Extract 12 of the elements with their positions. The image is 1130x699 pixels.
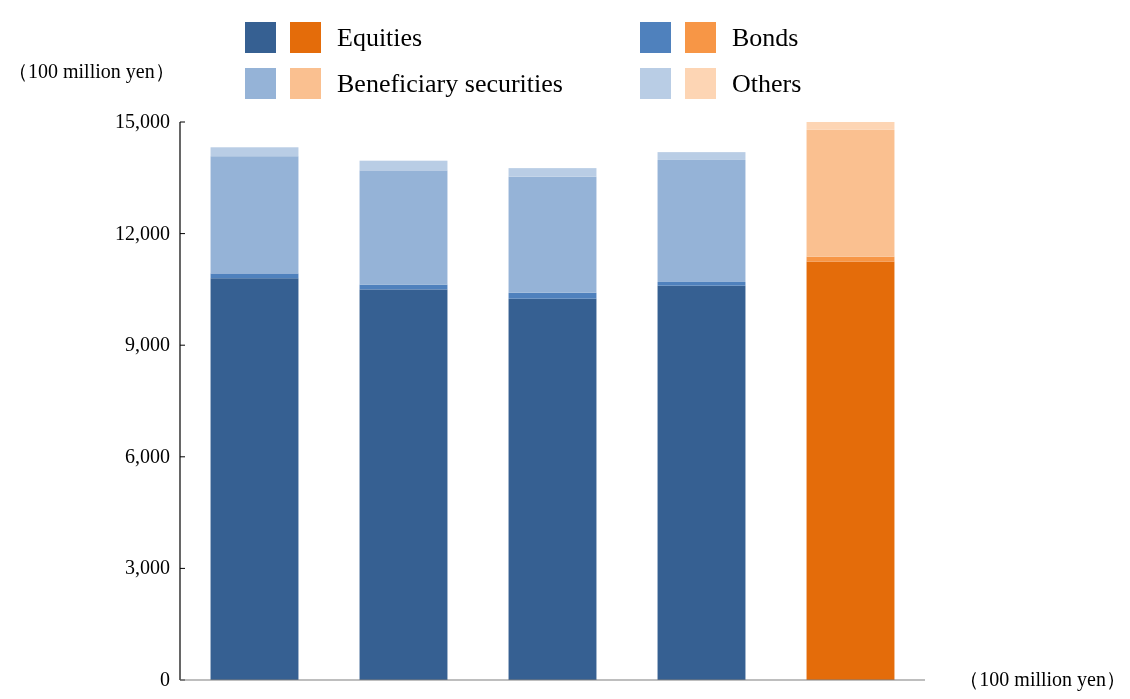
legend-label: Others: [732, 69, 802, 98]
y-axis-title: （100 million yen）: [8, 60, 175, 83]
y-tick-label: 3,000: [125, 556, 170, 579]
x-axis-title: （100 million yen）: [959, 668, 1126, 691]
legend-label: Bonds: [732, 23, 799, 52]
y-tick-label: 15,000: [115, 110, 170, 132]
y-tick-label: 6,000: [125, 444, 170, 467]
legend-label: Beneficiary securities: [337, 69, 563, 98]
legend-label: Equities: [337, 23, 423, 52]
y-tick-label: 12,000: [115, 221, 170, 244]
y-tick-label: 9,000: [125, 333, 170, 356]
y-tick-label: 0: [160, 668, 170, 690]
